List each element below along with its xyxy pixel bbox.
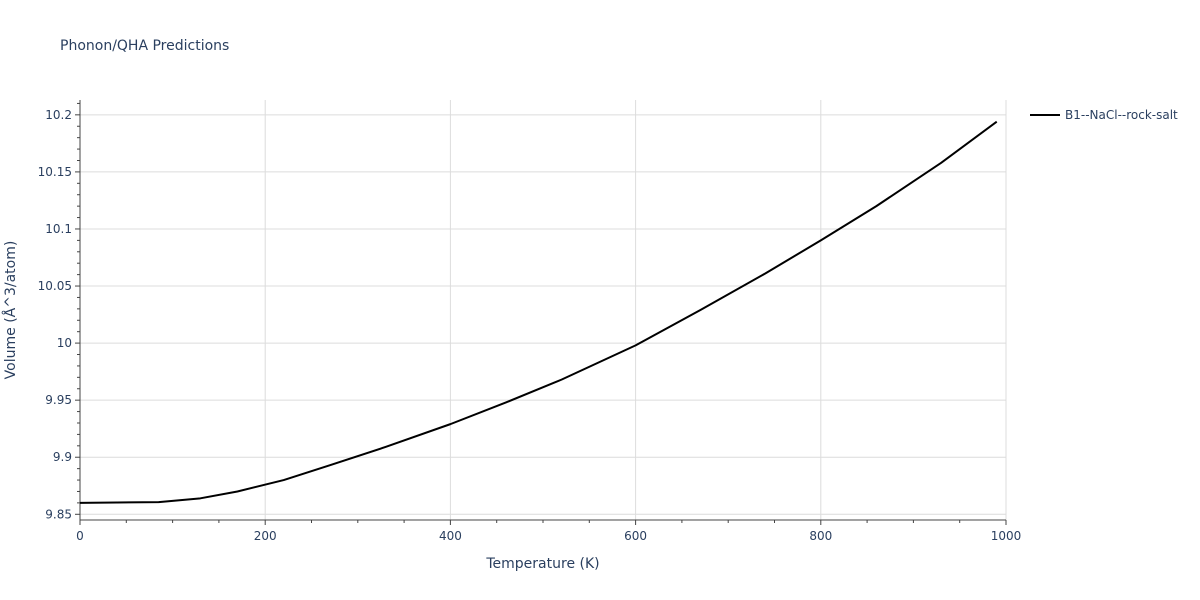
legend-item[interactable]: B1--NaCl--rock-salt bbox=[1030, 108, 1178, 122]
axes-layer: 0 200 400 600 800 1000 9.85 9.9 9.95 10 10.05 10.1 1… bbox=[38, 100, 1022, 543]
y-tick-label: 9.85 bbox=[45, 507, 72, 521]
y-tick-label: 9.95 bbox=[45, 393, 72, 407]
legend[interactable]: B1--NaCl--rock-salt bbox=[1030, 108, 1178, 122]
x-tick-label: 1000 bbox=[991, 529, 1022, 543]
y-tick-label: 10.15 bbox=[38, 165, 72, 179]
y-tick-label: 10.1 bbox=[45, 222, 72, 236]
y-tick-label: 10.2 bbox=[45, 108, 72, 122]
x-axis-title: Temperature (K) bbox=[485, 556, 599, 572]
y-tick-label: 10 bbox=[57, 336, 72, 350]
series-layer bbox=[79, 120, 998, 504]
y-axis-title: Volume (Å^3/atom) bbox=[2, 241, 19, 380]
x-tick-label: 0 bbox=[76, 529, 84, 543]
y-tick-label: 10.05 bbox=[38, 279, 72, 293]
legend-label: B1--NaCl--rock-salt bbox=[1065, 108, 1178, 122]
x-tick-label: 400 bbox=[439, 529, 462, 543]
grid-layer bbox=[80, 100, 1007, 520]
x-tick-label: 200 bbox=[254, 529, 277, 543]
series-line bbox=[79, 120, 998, 504]
x-tick-label: 800 bbox=[809, 529, 832, 543]
x-tick-label: 600 bbox=[624, 529, 647, 543]
y-tick-label: 9.9 bbox=[53, 450, 72, 464]
chart-title: Phonon/QHA Predictions bbox=[60, 38, 229, 54]
